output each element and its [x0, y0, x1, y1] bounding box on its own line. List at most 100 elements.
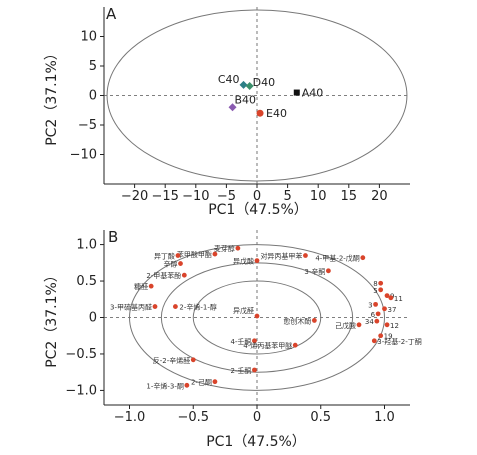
panel-a-x-tick-label: −15: [151, 189, 178, 204]
panel-a-point-a40: [293, 89, 300, 96]
panel-b-loading-point: [235, 245, 241, 251]
panel-b-loading-point: [254, 313, 260, 319]
panel-a-x-tick-label: 0: [253, 189, 261, 204]
panel-b-correlation-ellipse: [192, 280, 322, 355]
panel-b-loading-label: 3-羟基-2-丁酮: [377, 337, 422, 346]
panel-b-loading-label: 11: [394, 295, 403, 303]
panel-a-x-tick-label: −20: [121, 189, 148, 204]
panel-b-loading-point: [382, 306, 387, 312]
panel-b-loading-point: [175, 253, 181, 258]
panel-a-point-label-c40: C40: [218, 73, 240, 86]
panel-b-loading-point: [360, 255, 366, 261]
panel-a-y-tick-label: 10: [80, 30, 97, 45]
panel-a-score-plot: A −20 −15 −10 −5 0 5 10 15 20 10 5 0 −5 −10 A40 B40 C40…: [44, 5, 410, 218]
panel-a-point-label-d40: D40: [253, 76, 275, 89]
panel-b-x-tick-label: 0.5: [310, 410, 331, 425]
panel-b-loading-point: [252, 367, 257, 373]
panel-b-loading-point: [384, 322, 390, 328]
panel-a-point-e40: [256, 109, 264, 117]
panel-a-x-tick-label: −10: [182, 189, 209, 204]
panel-b-loading-label: 6: [371, 311, 376, 319]
panel-b-loading-label: 19: [384, 333, 393, 341]
panel-b-loading-point: [181, 272, 187, 278]
panel-a-point-c40: [239, 80, 248, 89]
panel-b-loading-label: 异戊醛: [233, 306, 254, 315]
panel-b-x-tick-label: 0: [253, 410, 261, 425]
panel-b-label: B: [108, 228, 118, 246]
panel-a-y-tick-label: −10: [70, 148, 97, 163]
panel-b-loading-label: 3-辛酮: [304, 267, 325, 276]
panel-a-point-b40: [228, 103, 237, 112]
panel-b-loading-point: [252, 338, 257, 344]
panel-b-loading-point: [152, 304, 158, 309]
panel-b-loading-point: [173, 304, 178, 309]
panel-a-point-label-b40: B40: [235, 93, 257, 106]
panel-a-x-tick-label: 15: [341, 189, 358, 204]
panel-a-point-label-a40: A40: [302, 87, 324, 100]
panel-b-loading-point: [384, 293, 390, 299]
panel-b-loading-point: [373, 301, 378, 307]
panel-b-loading-label: 12: [390, 322, 399, 330]
panel-b-loading-label: 异丁酸: [154, 252, 175, 261]
panel-b-y-tick-label: 1.0: [76, 238, 97, 253]
panel-b-loading-point: [178, 261, 183, 266]
panel-b-loading-label: 反-2-辛烯醛: [153, 356, 191, 365]
panel-b-y-tick-label: 0.5: [76, 274, 97, 289]
panel-b-loading-point: [378, 287, 384, 293]
panel-b-loading-label: 2-甲基苯酚: [146, 271, 181, 280]
panel-a-x-axis-label: PC1（47.5%）: [208, 202, 308, 218]
panel-b-x-tick-label: −1.0: [114, 410, 146, 425]
panel-b-y-tick-label: 0: [89, 311, 97, 326]
panel-b-y-axis-label: PC2（37.1%）: [44, 268, 60, 368]
panel-b-loading-label: 1-辛烯-3-酮: [146, 381, 184, 390]
panel-b-loading-label: 2-壬酮: [230, 366, 251, 375]
panel-b-x-tick-label: 1.0: [374, 410, 395, 425]
panel-b-loading-point: [371, 338, 377, 344]
panel-b-loading-label: 麦芽醇: [214, 244, 235, 253]
panel-b-y-tick-label: −0.5: [65, 347, 97, 362]
panel-b-correlation-ellipse: [129, 244, 385, 391]
panel-b-y-tick-label: −1.0: [65, 383, 97, 398]
panel-b-loading-label: 8: [373, 280, 377, 288]
panel-a-y-tick-label: −5: [78, 118, 97, 133]
panel-b-loading-point: [190, 357, 196, 363]
panel-b-loading-label: 2-己酮: [191, 379, 212, 387]
panel-a-point-d40: [245, 82, 254, 91]
panel-b-loading-point: [311, 318, 317, 323]
panel-b-loading-label: 4-甲基-2-戊酮: [315, 254, 360, 263]
panel-b-loading-label: 34: [365, 318, 374, 326]
panel-b-loading-point: [303, 253, 308, 258]
panel-a-confidence-ellipse: [106, 9, 408, 182]
panel-b-loading-point: [375, 311, 381, 317]
panel-b-loading-label: 3-甲硫基丙醛: [110, 303, 152, 312]
panel-b-loading-point: [148, 283, 154, 289]
panel-a-x-tick-label: 5: [283, 189, 291, 204]
panel-b-loading-label: 糠醛: [134, 282, 148, 291]
panel-b-loading-label: 2-辛烯-1-醇: [179, 303, 217, 312]
panel-b-loading-point: [388, 295, 394, 301]
panel-b-loading-label: 4-烯丙基苯甲醚: [243, 341, 292, 350]
panel-b-loading-point: [212, 251, 218, 257]
panel-b-loading-label: 3: [368, 301, 372, 309]
panel-b-loading-point: [378, 280, 384, 286]
panel-b-loading-point: [254, 258, 260, 264]
panel-b-loading-label: 愈创木酚: [283, 316, 311, 325]
panel-b-loading-point: [292, 342, 298, 348]
panel-b-loading-point: [212, 379, 218, 385]
panel-b-loading-point: [184, 382, 190, 388]
panel-b-x-axis-label: PC1（47.5%）: [206, 434, 306, 450]
panel-a-x-tick-label: 10: [310, 189, 327, 204]
panel-b-loading-point: [378, 333, 384, 339]
panel-a-point-label-e40: E40: [266, 107, 287, 120]
panel-b-loading-label: 辛醇: [164, 260, 178, 269]
panel-b-loading-label: 己戊酸: [335, 321, 356, 330]
panel-a-y-tick-label: 5: [89, 59, 97, 74]
panel-b-loading-point: [374, 318, 380, 324]
panel-a-label: A: [106, 5, 117, 23]
panel-b-loading-label: 对异丙基甲苯: [260, 252, 302, 261]
panel-b-loading-plot: B −1.0 −0.5 0 0.5 1.0 1.0 0.5 0 −0.5 −1.0 麦芽醇苯甲酸甲…: [44, 228, 422, 450]
panel-b-loading-label: 37: [388, 306, 397, 314]
panel-b-loading-label: 4-壬酮: [230, 337, 251, 346]
panel-b-loading-label: 苯甲酸甲酯: [177, 250, 212, 259]
